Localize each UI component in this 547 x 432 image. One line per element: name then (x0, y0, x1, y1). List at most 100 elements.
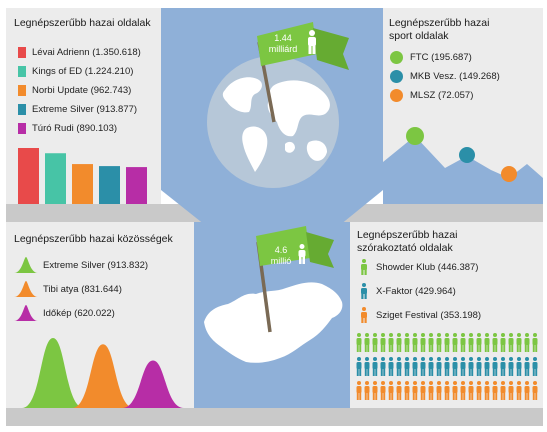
legend-item: Showder Klub (446.387) (360, 259, 478, 275)
mountain-chart (383, 127, 543, 204)
person-icon (436, 381, 442, 400)
legend-swatch (18, 84, 26, 96)
person-icon (388, 333, 394, 352)
person-icon (361, 283, 367, 299)
person-icon (436, 333, 442, 352)
bar (45, 153, 66, 204)
person-icon (361, 307, 367, 323)
panel-bottom-right (350, 222, 543, 408)
person-icon (308, 30, 316, 54)
person-icon (364, 333, 370, 352)
person-icon (532, 381, 538, 400)
person-icon (428, 357, 434, 376)
legend-label: Lévai Adrienn (1.350.618) (32, 46, 141, 58)
mountain-peak-ftc (406, 127, 424, 145)
legend-label: Extreme Silver (913.877) (32, 103, 138, 115)
person-icon (380, 381, 386, 400)
person-icon (516, 381, 522, 400)
legend-label: Norbi Update (962.743) (32, 84, 132, 96)
legend-swatch (18, 46, 26, 58)
person-icon (524, 357, 530, 376)
person-icon (500, 357, 506, 376)
person-icon (444, 381, 450, 400)
person-icon (404, 333, 410, 352)
flag-shape (257, 22, 317, 66)
legend-item: Lévai Adrienn (1.350.618) (18, 45, 141, 59)
map-flag-unit: millió (270, 256, 292, 266)
person-icon (372, 333, 378, 352)
people-pictogram (356, 333, 538, 400)
person-icon (468, 333, 474, 352)
legend-item: Túró Rudi (890.103) (18, 121, 117, 135)
person-icon (372, 357, 378, 376)
person-icon (476, 381, 482, 400)
person-icon (484, 381, 490, 400)
legend-label: X-Faktor (429.964) (376, 285, 456, 297)
person-icon (444, 333, 450, 352)
bar (72, 164, 93, 204)
person-icon (524, 381, 530, 400)
legend-item: Időkép (620.022) (14, 305, 115, 321)
bottom-left-title: Legnépszerűbb hazai közösségek (14, 233, 173, 245)
person-icon (500, 381, 506, 400)
person-icon (420, 333, 426, 352)
bar (18, 148, 39, 204)
person-icon (492, 333, 498, 352)
person-icon (452, 381, 458, 400)
person-icon (396, 333, 402, 352)
flag-shape (256, 226, 310, 266)
globe-flag-unit: milliárd (268, 44, 298, 54)
person-icon (404, 381, 410, 400)
person-icon (356, 333, 362, 352)
legend-label: FTC (195.687) (410, 51, 472, 63)
person-icon (364, 381, 370, 400)
person-icon (468, 357, 474, 376)
bar (126, 167, 147, 204)
legend-item: Norbi Update (962.743) (18, 83, 131, 97)
person-icon (412, 333, 418, 352)
bell-curve (122, 360, 184, 408)
mountain-peak-mlsz (501, 166, 517, 182)
legend-swatch (18, 65, 26, 77)
person-icon (484, 333, 490, 352)
person-icon (492, 381, 498, 400)
mountain-peak-mkb (459, 147, 475, 163)
legend-item: Extreme Silver (913.877) (18, 102, 137, 116)
bell-icon (14, 257, 38, 273)
person-icon (508, 381, 514, 400)
legend-label: Túró Rudi (890.103) (32, 122, 118, 134)
person-icon (361, 259, 367, 275)
person-icon (468, 381, 474, 400)
person-icon (508, 357, 514, 376)
legend-label: MLSZ (72.057) (410, 89, 474, 101)
legend-swatch (18, 122, 26, 134)
hungary-map-icon (204, 282, 343, 363)
person-icon (452, 333, 458, 352)
person-icon (524, 333, 530, 352)
person-icon (428, 333, 434, 352)
person-icon (380, 357, 386, 376)
person-icon (364, 357, 370, 376)
person-icon (508, 333, 514, 352)
person-icon (492, 357, 498, 376)
bell-icon (14, 305, 38, 321)
globe-illustration (207, 22, 349, 188)
person-icon (420, 357, 426, 376)
person-icon (428, 381, 434, 400)
person-icon (388, 357, 394, 376)
top-left-title: Legnépszerűbb hazai oldalak (14, 17, 151, 29)
person-icon (476, 357, 482, 376)
bell-curve (22, 338, 84, 408)
bottom-right-title-line2: szórakoztató oldalak (357, 242, 453, 254)
bar (99, 166, 120, 204)
person-icon (420, 381, 426, 400)
person-icon (388, 381, 394, 400)
legend-label: Időkép (620.022) (43, 307, 115, 319)
legend-dot (390, 88, 403, 102)
person-icon (356, 381, 362, 400)
bell-curve (72, 344, 134, 408)
legend-item: Sziget Festival (353.198) (360, 307, 481, 323)
person-icon (532, 357, 538, 376)
legend-dot (390, 69, 403, 83)
person-icon (436, 357, 442, 376)
